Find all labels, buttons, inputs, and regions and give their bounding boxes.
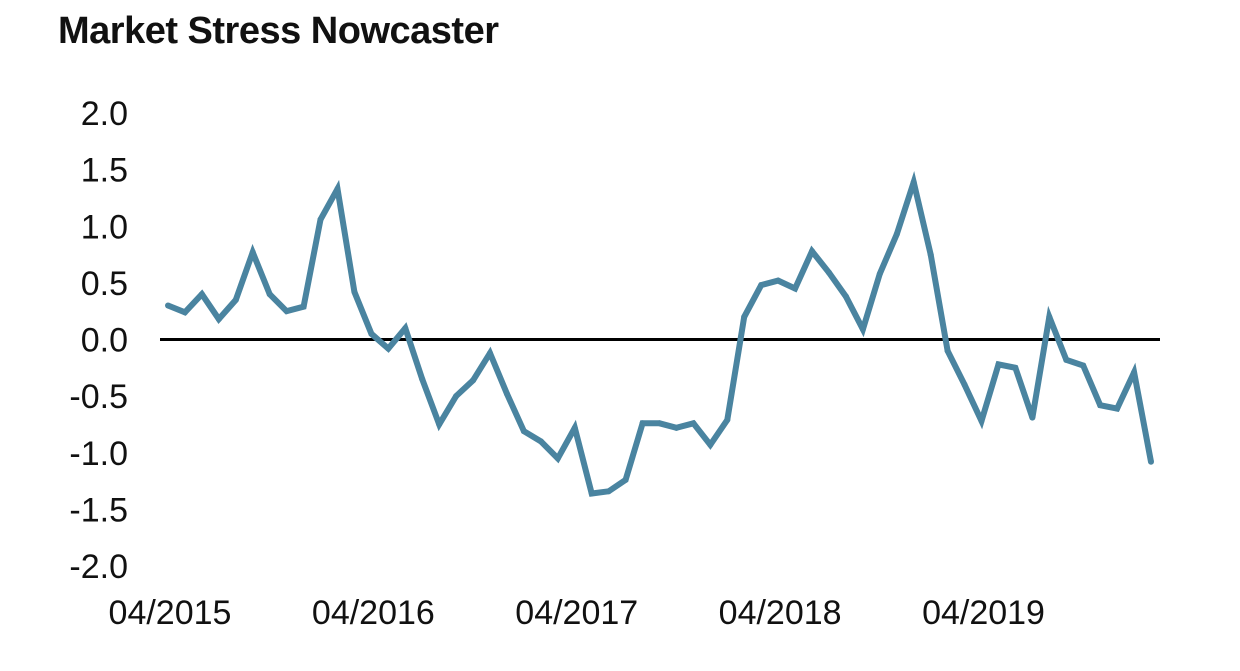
x-tick-label: 04/2015	[109, 594, 232, 632]
data-point	[809, 248, 816, 255]
data-point	[1029, 414, 1036, 421]
series-points	[165, 179, 1154, 497]
y-tick-label: -2.0	[69, 548, 128, 586]
data-point	[1063, 356, 1070, 363]
y-tick-label: -0.5	[69, 378, 128, 416]
data-point	[215, 316, 222, 323]
data-point	[605, 488, 612, 495]
data-point	[639, 420, 646, 427]
y-tick-label: 2.0	[81, 95, 128, 133]
data-point	[707, 441, 714, 448]
data-point	[842, 293, 849, 300]
data-point	[300, 303, 307, 310]
data-point	[995, 361, 1002, 368]
data-point	[181, 309, 188, 316]
data-point	[1080, 362, 1087, 369]
data-point	[622, 476, 629, 483]
data-point	[503, 390, 510, 397]
data-point	[825, 269, 832, 276]
y-axis-tick-labels: 2.0 1.5 1.0 0.5 0.0 -0.5 -1.0 -1.5 -2.0	[69, 95, 128, 586]
data-point	[876, 270, 883, 277]
y-tick-label: -1.5	[69, 491, 128, 529]
data-point	[978, 418, 985, 425]
data-point	[198, 291, 205, 298]
data-point	[385, 345, 392, 352]
x-tick-label: 04/2017	[515, 594, 638, 632]
data-point	[419, 376, 426, 383]
data-point	[775, 277, 782, 284]
data-point	[758, 282, 765, 289]
data-point	[741, 313, 748, 320]
data-point	[537, 438, 544, 445]
data-point	[1131, 369, 1138, 376]
data-point	[470, 377, 477, 384]
data-point	[588, 490, 595, 497]
data-point	[724, 416, 731, 423]
y-tick-label: -1.0	[69, 435, 128, 473]
data-point	[266, 291, 273, 298]
data-point	[402, 325, 409, 332]
data-point	[927, 251, 934, 258]
data-point	[893, 231, 900, 238]
data-point	[165, 302, 171, 309]
x-tick-label: 04/2016	[312, 594, 435, 632]
data-point	[283, 308, 290, 315]
data-point	[571, 424, 578, 431]
data-point	[334, 185, 341, 192]
data-point	[944, 347, 951, 354]
data-point	[690, 420, 697, 427]
series-line	[166, 170, 1154, 497]
y-tick-label: 1.5	[81, 152, 128, 190]
data-point	[1097, 402, 1104, 409]
data-point	[910, 179, 917, 186]
data-point	[1114, 405, 1121, 412]
data-point	[961, 381, 968, 388]
y-tick-label: 0.0	[81, 322, 128, 360]
data-point	[368, 330, 375, 337]
y-tick-label: 1.0	[81, 208, 128, 246]
data-point	[656, 420, 663, 427]
y-tick-label: 0.5	[81, 265, 128, 303]
data-point	[351, 288, 358, 295]
data-point	[436, 421, 443, 428]
data-point	[317, 216, 324, 223]
data-point	[487, 350, 494, 357]
data-point	[673, 424, 680, 431]
chart-title: Market Stress Nowcaster	[58, 10, 499, 52]
x-tick-label: 04/2019	[922, 594, 1045, 632]
data-point	[554, 455, 561, 462]
data-point	[249, 249, 256, 256]
data-point	[1148, 458, 1154, 465]
x-axis-tick-labels: 04/2015 04/2016 04/2017 04/2018 04/2019	[109, 594, 1045, 632]
data-point	[232, 296, 239, 303]
data-point	[792, 285, 799, 292]
data-point	[520, 428, 527, 435]
x-tick-label: 04/2018	[719, 594, 842, 632]
data-point	[1012, 364, 1019, 371]
data-point	[453, 393, 460, 400]
data-point	[859, 326, 866, 333]
data-point	[1046, 313, 1053, 320]
